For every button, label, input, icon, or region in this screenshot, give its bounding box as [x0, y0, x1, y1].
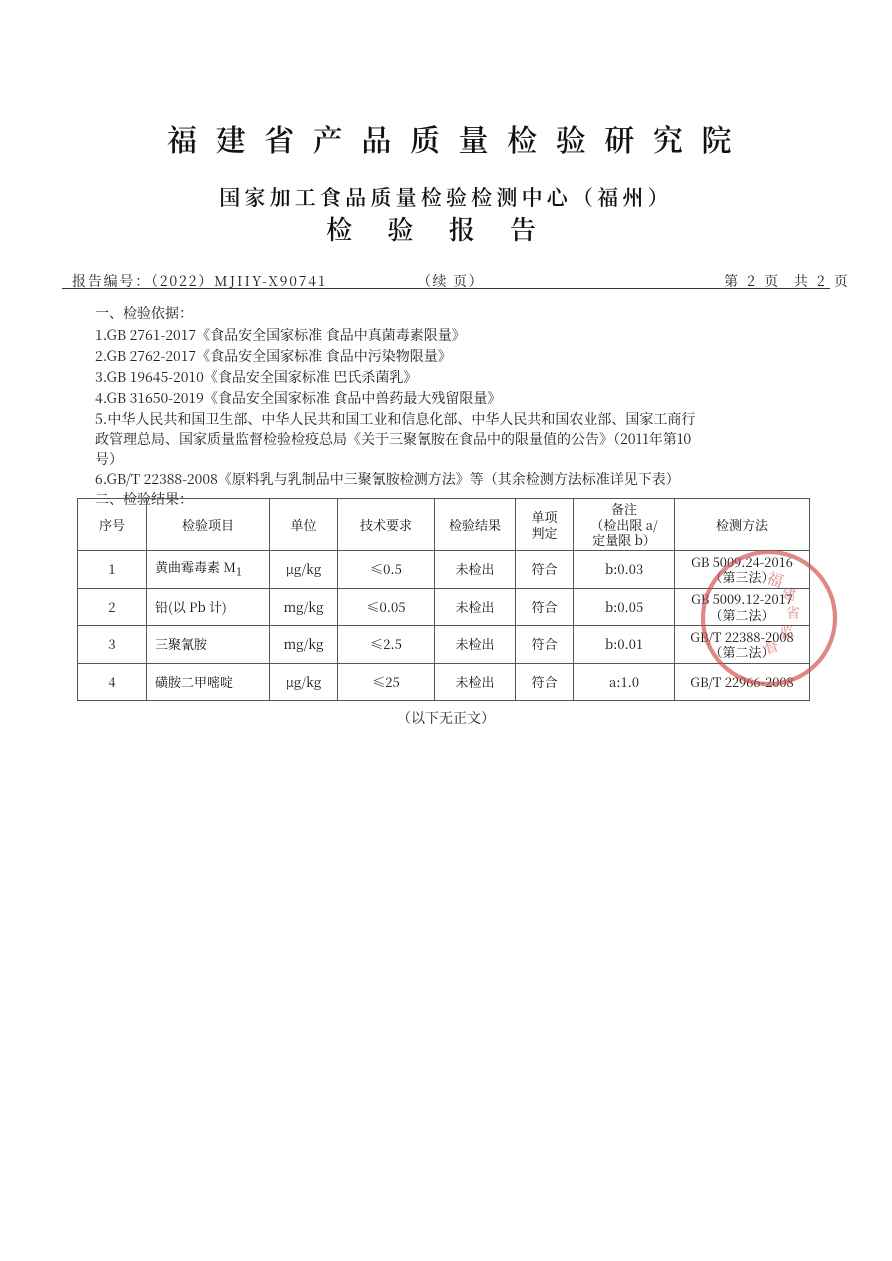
svg-text:省: 省 [786, 603, 800, 623]
svg-text:监: 监 [779, 621, 796, 643]
svg-text:督: 督 [761, 636, 781, 660]
svg-text:建: 建 [780, 583, 797, 605]
